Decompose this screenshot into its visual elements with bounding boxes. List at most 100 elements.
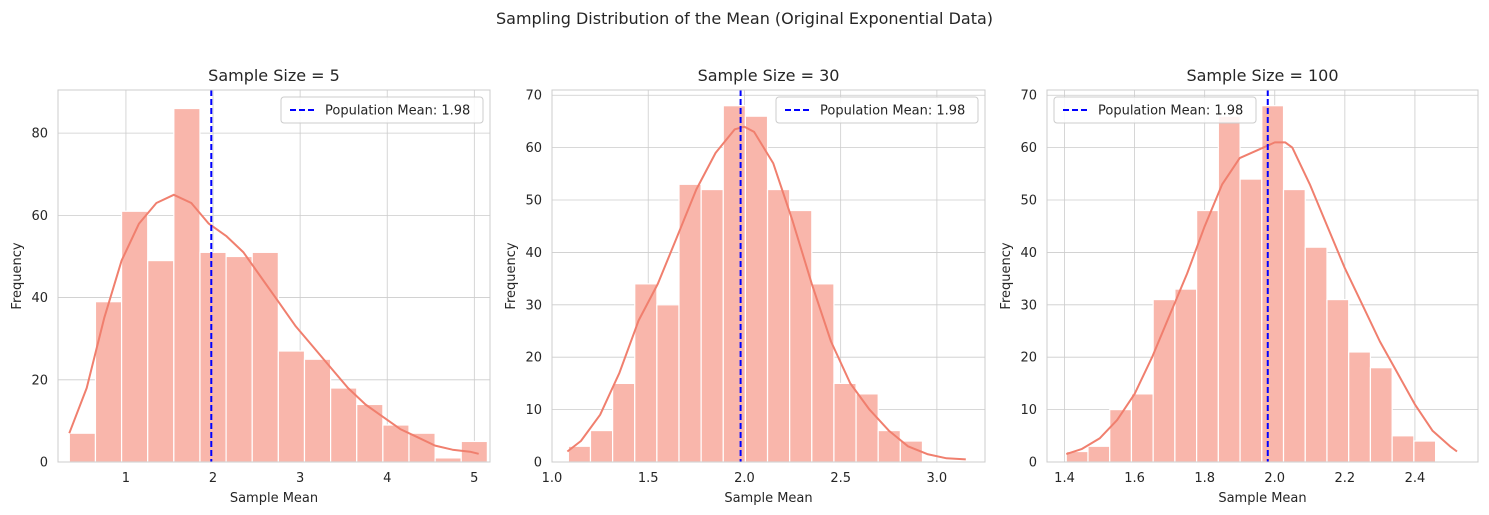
legend: Population Mean: 1.98 — [775, 96, 979, 124]
y-tick-label: 10 — [525, 403, 542, 418]
y-tick-label: 40 — [31, 291, 48, 306]
kde-curve — [1065, 141, 1458, 456]
histogram-bar — [1196, 209, 1219, 463]
histogram-bar — [722, 105, 747, 463]
legend-label: Population Mean: 1.98 — [1098, 104, 1243, 119]
histogram-bar — [225, 255, 253, 463]
y-tick-label: 60 — [525, 141, 542, 156]
x-axis-label: Sample Mean — [230, 491, 318, 506]
x-tick-label: 1.8 — [1194, 471, 1215, 486]
histogram-bar — [94, 301, 123, 463]
histogram-bar — [173, 107, 201, 463]
histogram-bar — [877, 429, 901, 463]
x-tick-label: 1.4 — [1054, 471, 1075, 486]
histogram-bar — [1239, 178, 1263, 463]
histogram-bar — [434, 457, 462, 463]
x-axis-label: Sample Mean — [1218, 491, 1306, 506]
x-tick-label: 2.0 — [1264, 471, 1285, 486]
y-axis-label: Frequency — [504, 242, 519, 309]
legend-box — [280, 96, 484, 124]
y-tick-label: 40 — [1020, 246, 1037, 261]
histogram-bar — [199, 251, 227, 463]
x-tick-label: 1.6 — [1124, 471, 1145, 486]
histogram-bar — [147, 259, 175, 463]
kde-curve — [566, 125, 966, 461]
y-tick-label: 70 — [1020, 89, 1037, 104]
x-tick-label: 1 — [122, 471, 130, 486]
histogram-bar — [120, 210, 149, 463]
x-tick-label: 2.5 — [830, 471, 851, 486]
x-tick-label: 3.0 — [927, 471, 948, 486]
y-tick-label: 20 — [525, 351, 542, 366]
x-tick-label: 4 — [383, 471, 391, 486]
histogram-bar — [408, 432, 436, 463]
histogram-bar — [612, 382, 636, 463]
histogram-bar — [744, 115, 769, 463]
figure-title: Sampling Distribution of the Mean (Origi… — [496, 9, 993, 28]
y-tick-label: 60 — [31, 209, 48, 224]
y-tick-label: 70 — [525, 89, 542, 104]
histogram-bar — [303, 358, 332, 463]
histogram-bar — [1152, 298, 1176, 463]
y-axis-label: Frequency — [999, 242, 1014, 309]
histogram-bar — [1413, 440, 1437, 463]
axes-frame — [57, 89, 491, 463]
y-tick-label: 20 — [31, 373, 48, 388]
legend: Population Mean: 1.98 — [280, 96, 484, 124]
legend-box — [775, 96, 979, 124]
legend-box — [1053, 96, 1257, 124]
histogram-bar — [700, 188, 724, 463]
y-tick-label: 0 — [534, 456, 542, 471]
axes-frame — [1046, 89, 1479, 463]
histogram-bar — [634, 283, 658, 463]
y-tick-label: 80 — [31, 127, 48, 142]
y-tick-label: 60 — [1020, 141, 1037, 156]
chart-2: 1.0 1.5 2.0 2.5 3.0 0 10 20 30 40 50 60 70 Sample Siz… — [504, 66, 986, 506]
kde-curve — [68, 193, 479, 455]
histogram-bar — [1087, 445, 1111, 463]
histogram-bar — [589, 429, 614, 463]
chart-3: 1.4 1.6 1.8 2.0 2.2 2.4 0 10 20 30 40 50 60 70 Sample … — [999, 66, 1479, 506]
chart-title: Sample Size = 30 — [698, 66, 840, 85]
y-tick-label: 20 — [1020, 351, 1037, 366]
legend-label: Population Mean: 1.98 — [820, 104, 965, 119]
histogram-bar — [1217, 115, 1241, 463]
histogram-bar — [1174, 288, 1198, 463]
y-tick-label: 0 — [40, 456, 48, 471]
histogram-bar — [766, 188, 791, 463]
histogram-bar — [1109, 409, 1133, 463]
histogram-bar — [1348, 351, 1372, 463]
histogram-bar — [1130, 393, 1154, 463]
x-tick-label: 1.5 — [638, 471, 659, 486]
histogram-bar — [1304, 246, 1328, 463]
x-tick-label: 2 — [209, 471, 217, 486]
y-tick-label: 50 — [1020, 194, 1037, 209]
histogram-bar — [855, 393, 879, 463]
x-tick-label: 2.2 — [1335, 471, 1356, 486]
histogram-bar — [1391, 435, 1415, 463]
y-axis-label: Frequency — [10, 242, 25, 309]
histogram-bar — [330, 387, 358, 463]
histogram-bar — [1369, 367, 1393, 463]
chart-title: Sample Size = 100 — [1186, 66, 1338, 85]
histogram-bar — [811, 283, 835, 463]
histogram-bar — [656, 304, 680, 463]
chart-title: Sample Size = 5 — [208, 66, 340, 85]
axes-frame — [551, 89, 986, 463]
histogram-bar — [277, 350, 306, 463]
x-tick-label: 2.0 — [734, 471, 755, 486]
y-tick-label: 30 — [525, 298, 542, 313]
x-tick-label: 1.0 — [542, 471, 563, 486]
chart-1: 1 2 3 4 5 0 20 40 60 80 Sample Size = 5 Sample Mean… — [10, 66, 491, 506]
x-tick-label: 2.4 — [1405, 471, 1426, 486]
x-tick-label: 5 — [470, 471, 478, 486]
x-tick-label: 3 — [296, 471, 304, 486]
y-tick-label: 0 — [1029, 456, 1037, 471]
histogram-bar — [833, 382, 857, 463]
legend-label: Population Mean: 1.98 — [325, 104, 470, 119]
histogram-bar — [1326, 298, 1350, 463]
y-tick-label: 30 — [1020, 298, 1037, 313]
histogram-bar — [1282, 188, 1306, 463]
